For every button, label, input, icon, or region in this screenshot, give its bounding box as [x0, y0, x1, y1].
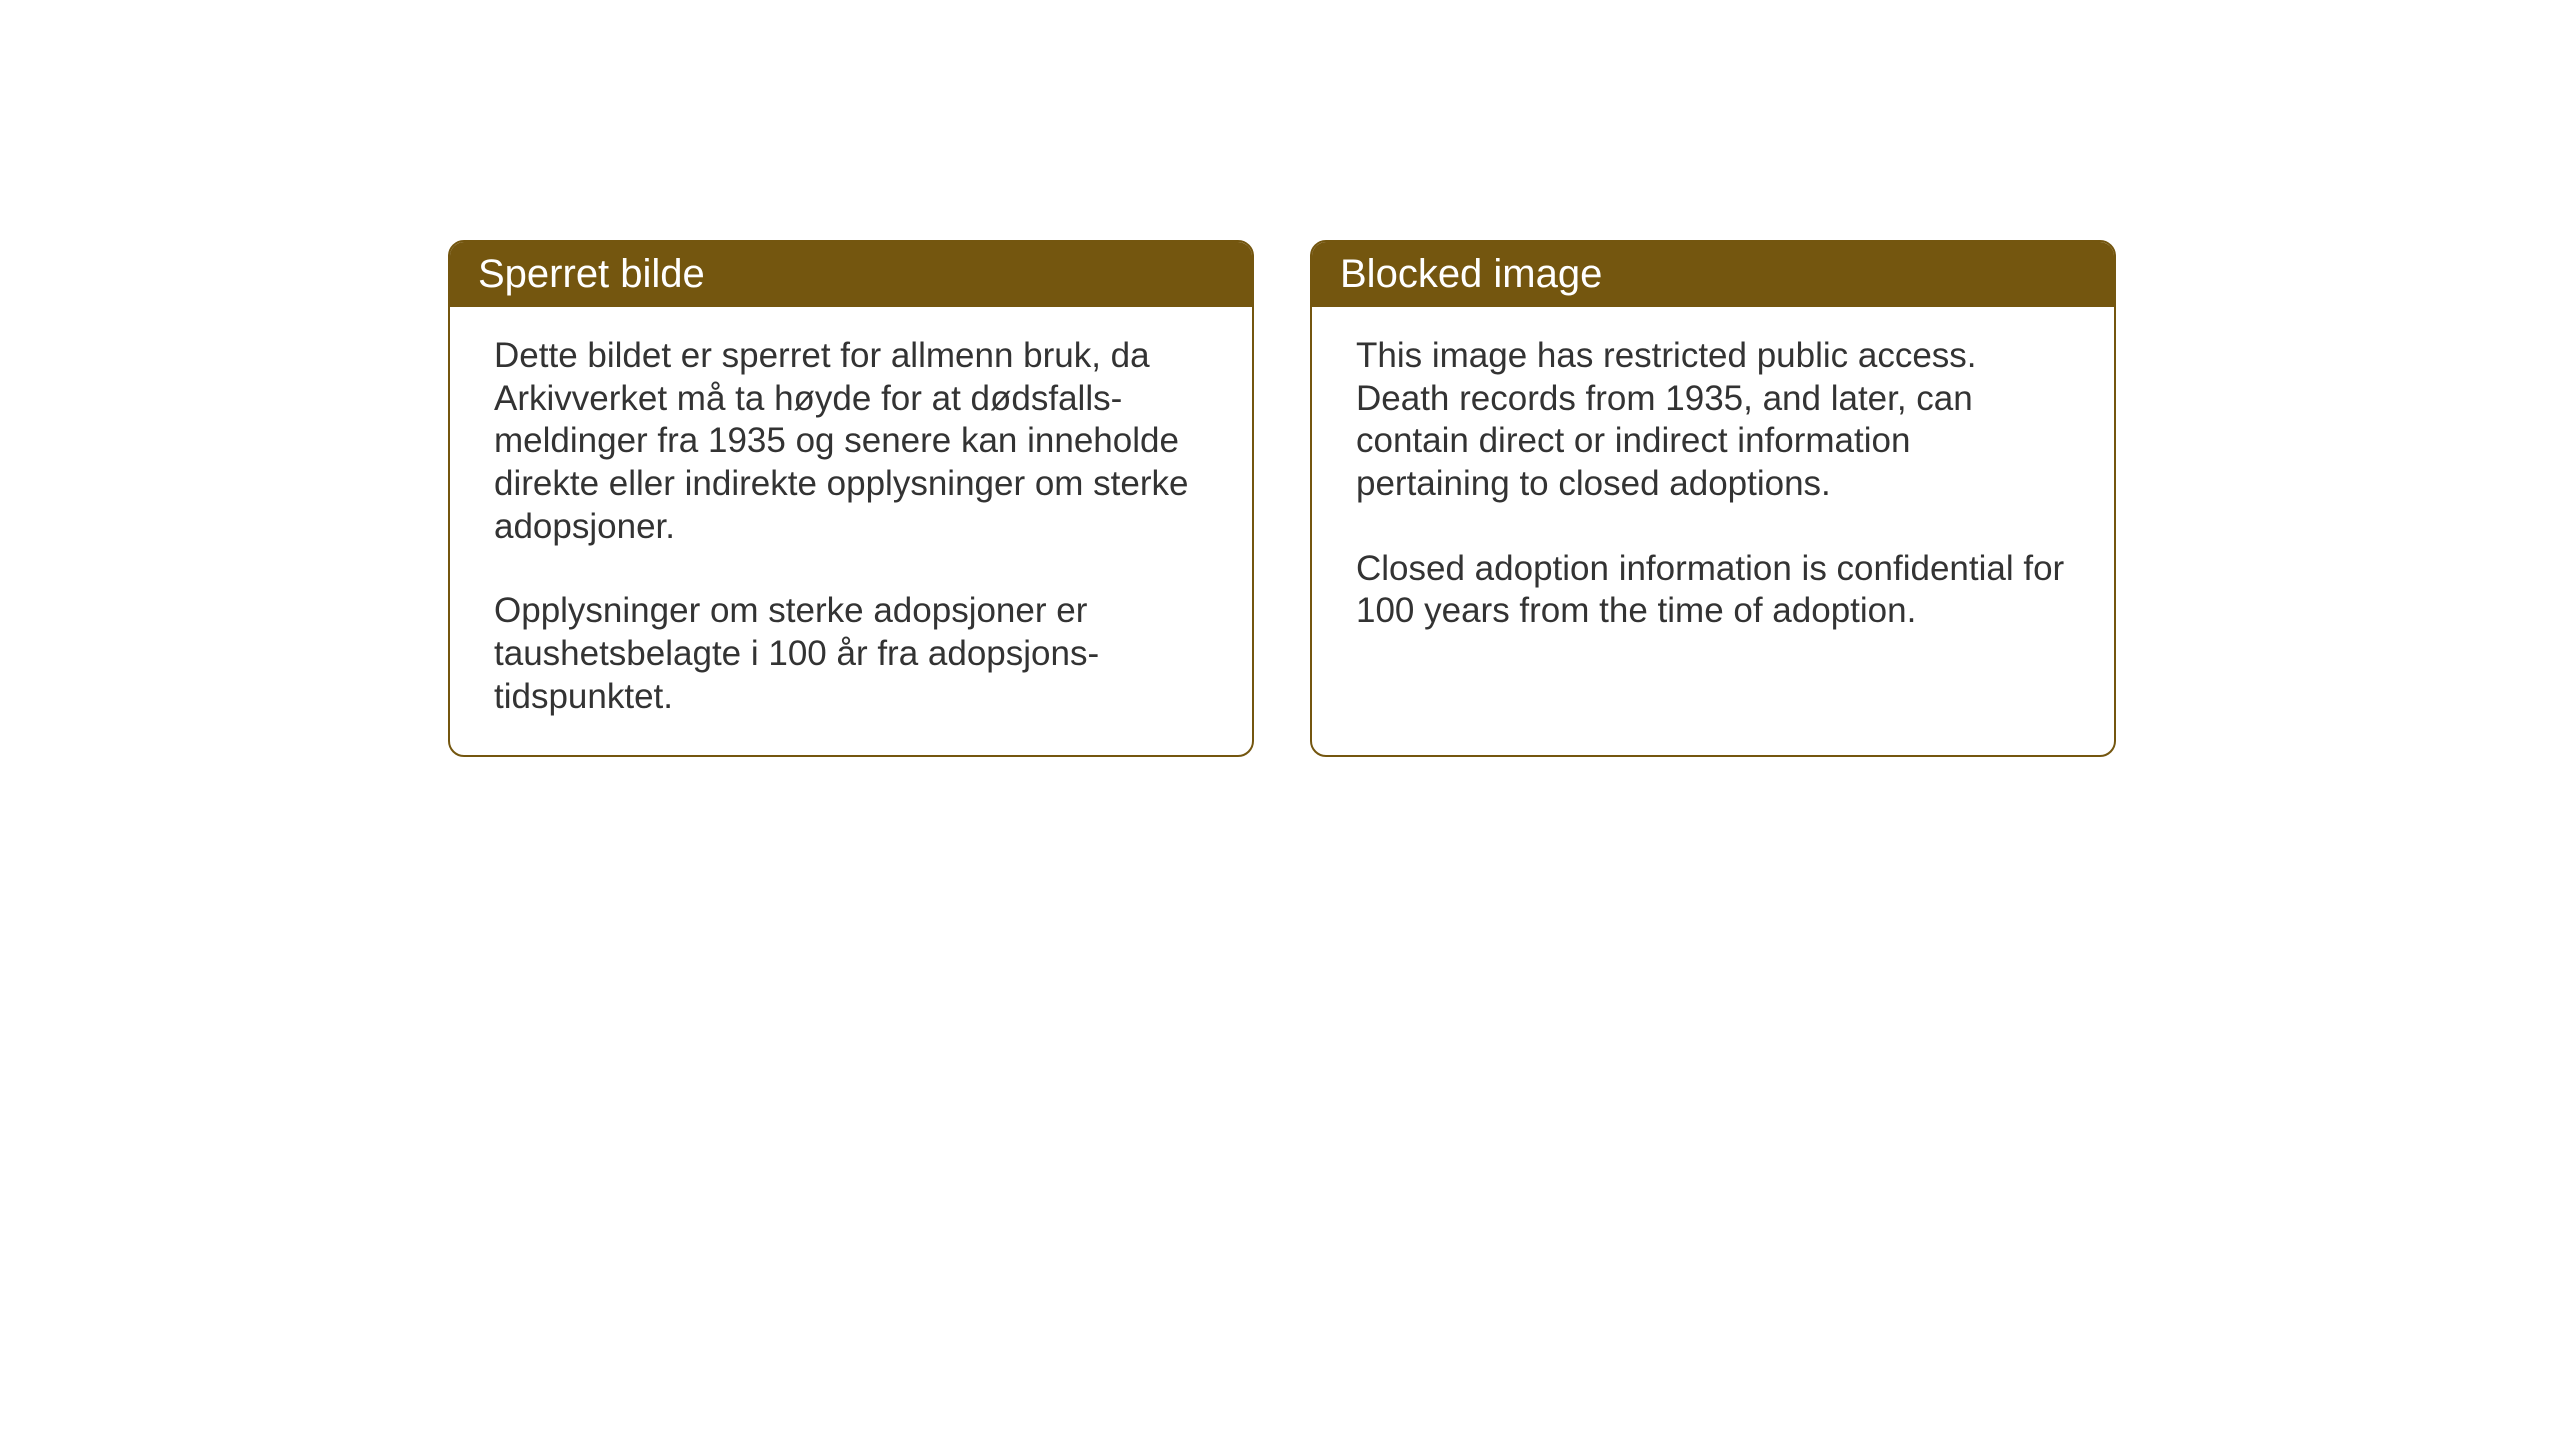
card-english-header: Blocked image [1312, 242, 2114, 307]
card-norwegian-header: Sperret bilde [450, 242, 1252, 307]
card-english-body: This image has restricted public access.… [1312, 307, 2114, 669]
card-norwegian: Sperret bilde Dette bildet er sperret fo… [448, 240, 1254, 757]
card-norwegian-body: Dette bildet er sperret for allmenn bruk… [450, 307, 1252, 755]
card-norwegian-title: Sperret bilde [478, 252, 705, 296]
card-norwegian-paragraph-2: Opplysninger om sterke adopsjoner er tau… [494, 590, 1208, 718]
card-norwegian-paragraph-1: Dette bildet er sperret for allmenn bruk… [494, 335, 1208, 548]
card-english-title: Blocked image [1340, 252, 1602, 296]
card-english: Blocked image This image has restricted … [1310, 240, 2116, 757]
card-english-paragraph-2: Closed adoption information is confident… [1356, 548, 2070, 633]
cards-container: Sperret bilde Dette bildet er sperret fo… [448, 240, 2116, 757]
card-english-paragraph-1: This image has restricted public access.… [1356, 335, 2070, 506]
